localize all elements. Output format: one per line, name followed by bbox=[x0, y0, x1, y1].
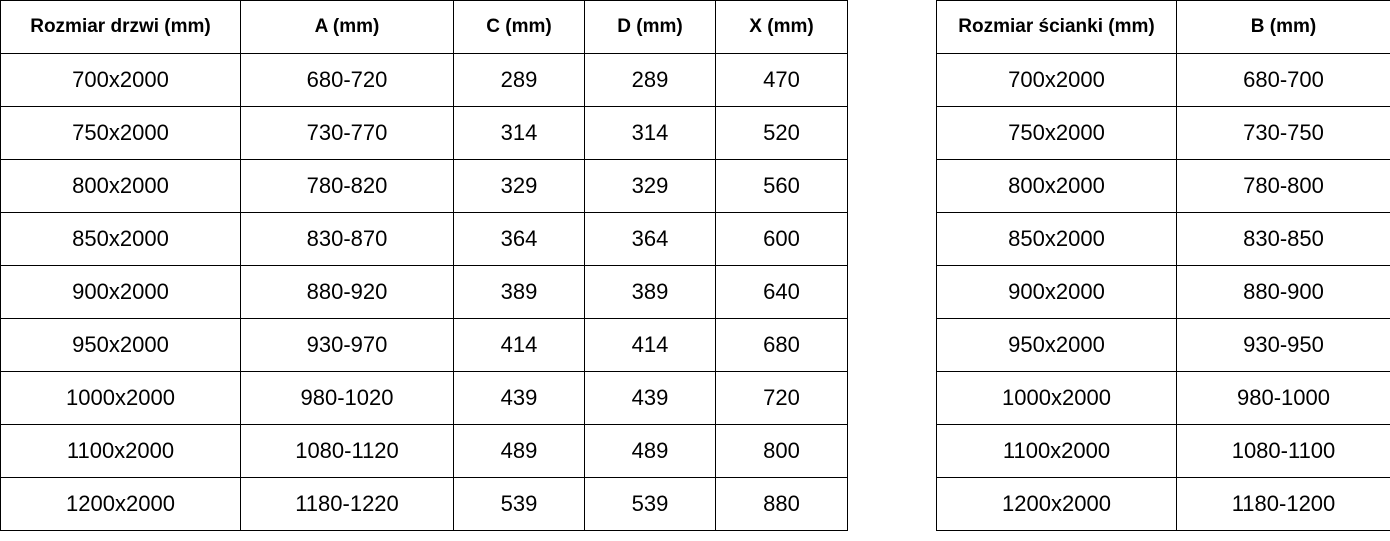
table-cell: 289 bbox=[453, 53, 585, 107]
table-row: 1000x2000 980-1020 439 439 720 bbox=[0, 371, 848, 425]
table-cell: 750x2000 bbox=[0, 106, 241, 160]
table-cell: 850x2000 bbox=[936, 212, 1177, 266]
table-row: 800x2000 780-820 329 329 560 bbox=[0, 159, 848, 213]
table-cell: 900x2000 bbox=[0, 265, 241, 319]
header-row: Rozmiar ścianki (mm) B (mm) bbox=[936, 0, 1390, 54]
table-row: 1100x2000 1080-1100 bbox=[936, 424, 1390, 478]
table-row: 1000x2000 980-1000 bbox=[936, 371, 1390, 425]
table-cell: 700x2000 bbox=[0, 53, 241, 107]
table-cell: 680 bbox=[715, 318, 848, 372]
table-cell: 950x2000 bbox=[0, 318, 241, 372]
table-row: 700x2000 680-700 bbox=[936, 53, 1390, 107]
table-cell: 1180-1220 bbox=[240, 477, 454, 531]
table-cell: 314 bbox=[584, 106, 716, 160]
table-row: 850x2000 830-850 bbox=[936, 212, 1390, 266]
table-cell: 389 bbox=[584, 265, 716, 319]
table-cell: 1100x2000 bbox=[0, 424, 241, 478]
door-size-table: Rozmiar drzwi (mm) A (mm) C (mm) D (mm) X (m… bbox=[0, 0, 848, 531]
table-cell: 880-900 bbox=[1176, 265, 1390, 319]
table-cell: 780-820 bbox=[240, 159, 454, 213]
column-header: X (mm) bbox=[715, 0, 848, 54]
table-cell: 489 bbox=[584, 424, 716, 478]
table-cell: 800 bbox=[715, 424, 848, 478]
table-row: 900x2000 880-900 bbox=[936, 265, 1390, 319]
table-row: 950x2000 930-950 bbox=[936, 318, 1390, 372]
table-cell: 520 bbox=[715, 106, 848, 160]
table-cell: 830-870 bbox=[240, 212, 454, 266]
table-cell: 1100x2000 bbox=[936, 424, 1177, 478]
table-cell: 364 bbox=[584, 212, 716, 266]
table-cell: 730-770 bbox=[240, 106, 454, 160]
table-cell: 289 bbox=[584, 53, 716, 107]
table-row: 950x2000 930-970 414 414 680 bbox=[0, 318, 848, 372]
table-cell: 680-720 bbox=[240, 53, 454, 107]
table-row: 800x2000 780-800 bbox=[936, 159, 1390, 213]
table-cell: 560 bbox=[715, 159, 848, 213]
table-cell: 329 bbox=[453, 159, 585, 213]
table-row: 1200x2000 1180-1200 bbox=[936, 477, 1390, 531]
table-cell: 850x2000 bbox=[0, 212, 241, 266]
table-cell: 780-800 bbox=[1176, 159, 1390, 213]
table-cell: 720 bbox=[715, 371, 848, 425]
table-cell: 830-850 bbox=[1176, 212, 1390, 266]
table-cell: 980-1000 bbox=[1176, 371, 1390, 425]
table-cell: 930-970 bbox=[240, 318, 454, 372]
table-cell: 800x2000 bbox=[936, 159, 1177, 213]
table-cell: 539 bbox=[453, 477, 585, 531]
table-cell: 750x2000 bbox=[936, 106, 1177, 160]
table-cell: 414 bbox=[584, 318, 716, 372]
table-cell: 880-920 bbox=[240, 265, 454, 319]
column-header: A (mm) bbox=[240, 0, 454, 54]
table-cell: 329 bbox=[584, 159, 716, 213]
table-cell: 880 bbox=[715, 477, 848, 531]
table-cell: 1200x2000 bbox=[936, 477, 1177, 531]
wall-size-table: Rozmiar ścianki (mm) B (mm) 700x2000 680-7… bbox=[936, 0, 1390, 531]
table-cell: 950x2000 bbox=[936, 318, 1177, 372]
column-header: D (mm) bbox=[584, 0, 716, 54]
table-cell: 389 bbox=[453, 265, 585, 319]
column-header: Rozmiar ścianki (mm) bbox=[936, 0, 1177, 54]
table-row: 900x2000 880-920 389 389 640 bbox=[0, 265, 848, 319]
table-cell: 439 bbox=[453, 371, 585, 425]
table-row: 1100x2000 1080-1120 489 489 800 bbox=[0, 424, 848, 478]
table-cell: 539 bbox=[584, 477, 716, 531]
table-cell: 1200x2000 bbox=[0, 477, 241, 531]
column-header: C (mm) bbox=[453, 0, 585, 54]
table-cell: 364 bbox=[453, 212, 585, 266]
table-cell: 1000x2000 bbox=[0, 371, 241, 425]
table-row: 750x2000 730-770 314 314 520 bbox=[0, 106, 848, 160]
table-cell: 1080-1120 bbox=[240, 424, 454, 478]
table-cell: 800x2000 bbox=[0, 159, 241, 213]
table-row: 1200x2000 1180-1220 539 539 880 bbox=[0, 477, 848, 531]
table-cell: 930-950 bbox=[1176, 318, 1390, 372]
table-cell: 700x2000 bbox=[936, 53, 1177, 107]
table-row: 750x2000 730-750 bbox=[936, 106, 1390, 160]
table-cell: 680-700 bbox=[1176, 53, 1390, 107]
table-cell: 1000x2000 bbox=[936, 371, 1177, 425]
table-cell: 900x2000 bbox=[936, 265, 1177, 319]
table-cell: 414 bbox=[453, 318, 585, 372]
table-cell: 470 bbox=[715, 53, 848, 107]
table-cell: 1180-1200 bbox=[1176, 477, 1390, 531]
table-cell: 439 bbox=[584, 371, 716, 425]
table-cell: 730-750 bbox=[1176, 106, 1390, 160]
table-cell: 640 bbox=[715, 265, 848, 319]
column-header: B (mm) bbox=[1176, 0, 1390, 54]
table-row: 700x2000 680-720 289 289 470 bbox=[0, 53, 848, 107]
table-cell: 314 bbox=[453, 106, 585, 160]
table-cell: 1080-1100 bbox=[1176, 424, 1390, 478]
header-row: Rozmiar drzwi (mm) A (mm) C (mm) D (mm) X (m… bbox=[0, 0, 848, 54]
table-cell: 489 bbox=[453, 424, 585, 478]
table-cell: 600 bbox=[715, 212, 848, 266]
column-header: Rozmiar drzwi (mm) bbox=[0, 0, 241, 54]
table-row: 850x2000 830-870 364 364 600 bbox=[0, 212, 848, 266]
table-cell: 980-1020 bbox=[240, 371, 454, 425]
